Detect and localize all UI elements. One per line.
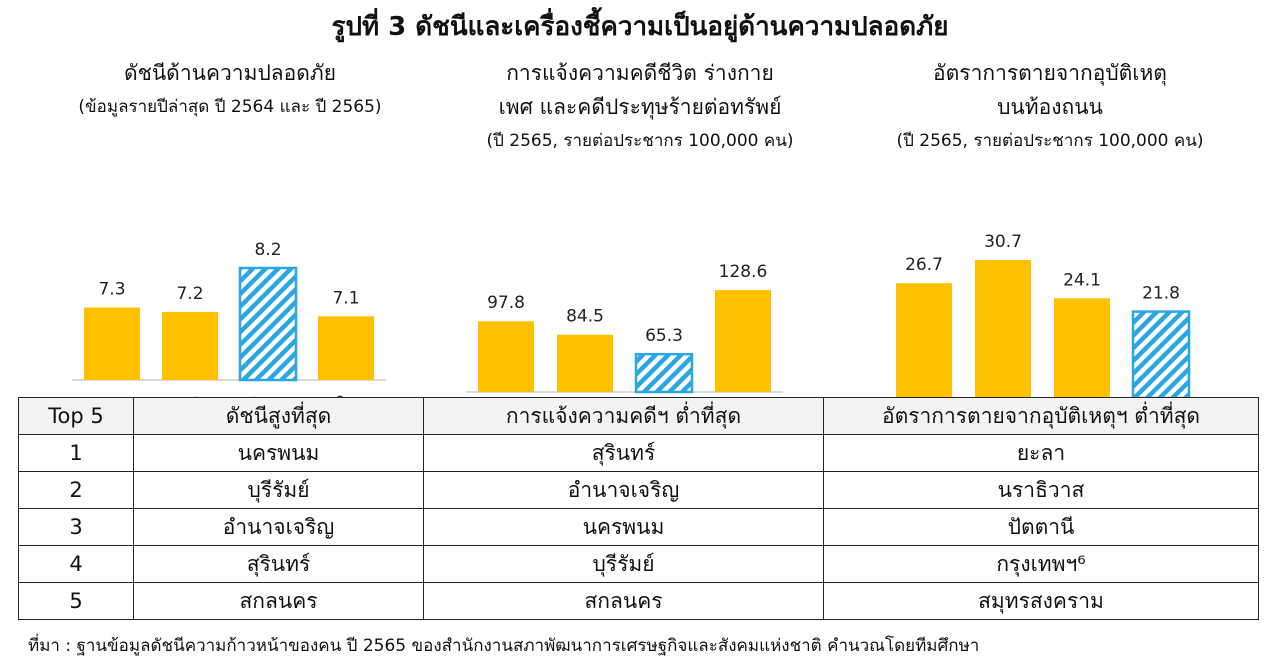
data-label: 7.2	[176, 284, 203, 304]
bar-2	[238, 266, 298, 382]
table-cell: สมุทรสงคราม	[823, 582, 1259, 620]
table-cell: 2	[18, 471, 134, 509]
page-title: รูปที่ 3 ดัชนีและเครื่องชี้ความเป็นอยู่ด…	[331, 12, 949, 42]
data-label: 7.1	[332, 288, 359, 308]
chart-title: ดัชนีด้านความปลอดภัย	[123, 61, 337, 85]
table-cell: สุรินทร์	[423, 434, 824, 472]
chart-title-line2: เพศ และคดีประทุษร้ายต่อทรัพย์	[498, 95, 782, 119]
bar-0	[478, 321, 534, 392]
chart-panel-safety-index: ดัชนีด้านความปลอดภัย (ข้อมูลรายปีล่าสุด …	[30, 56, 430, 417]
table-cell: กรุงเทพฯ⁶	[823, 545, 1259, 583]
table-cell: อำนาจเจริญ	[423, 471, 824, 509]
chart-subtitle: (ปี 2565, รายต่อประชากร 100,000 คน)	[486, 131, 794, 151]
chart-title-line2: บนท้องถนน	[997, 95, 1103, 119]
chart-subtitle: (ปี 2565, รายต่อประชากร 100,000 คน)	[896, 131, 1204, 151]
chart-title: การแจ้งความคดีชีวิต ร่างกาย	[506, 61, 774, 85]
table-cell: ปัตตานี	[823, 508, 1259, 546]
table-cell: 3	[18, 508, 134, 546]
data-label: 21.8	[1142, 284, 1180, 304]
table-header-cell: การแจ้งความคดีฯ ต่ำที่สุด	[423, 397, 824, 435]
bar-1	[162, 311, 218, 380]
bar-3	[715, 290, 771, 392]
table-row: 4 สุรินทร์ บุรีรัมย์ กรุงเทพฯ⁶	[18, 545, 1259, 583]
table-header-cell: ดัชนีสูงที่สุด	[133, 397, 424, 435]
data-label: 26.7	[905, 255, 943, 275]
bar-3	[1131, 310, 1191, 400]
source-note: ที่มา : ฐานข้อมูลดัชนีความก้าวหน้าของคน …	[28, 636, 980, 656]
bar-2	[634, 352, 694, 394]
data-label: 7.3	[98, 280, 125, 300]
table-cell: บุรีรัมย์	[133, 471, 424, 509]
chart-subtitle: (ข้อมูลรายปีล่าสุด ปี 2564 และ ปี 2565)	[78, 97, 382, 117]
table-row: 5 สกลนคร สกลนคร สมุทรสงคราม	[18, 582, 1259, 620]
table-row: 1 นครพนม สุรินทร์ ยะลา	[18, 434, 1259, 472]
table-row: 2 บุรีรัมย์ อำนาจเจริญ นราธิวาส	[18, 471, 1259, 509]
bar-0	[896, 283, 952, 398]
table-cell: 5	[18, 582, 134, 620]
table-header-cell: Top 5	[18, 397, 134, 435]
data-label: 24.1	[1063, 270, 1101, 290]
data-label: 30.7	[984, 232, 1022, 252]
data-label: 128.6	[719, 262, 768, 282]
bar-2	[1054, 298, 1110, 398]
table-cell: สุรินทร์	[133, 545, 424, 583]
table-cell: นครพนม	[133, 434, 424, 472]
table-cell: อำนาจเจริญ	[133, 508, 424, 546]
table-cell: 1	[18, 434, 134, 472]
bar-1	[557, 334, 613, 392]
chart-title: อัตราการตายจากอุบัติเหตุ	[933, 61, 1167, 85]
table-cell: 4	[18, 545, 134, 583]
data-label: 97.8	[487, 293, 525, 313]
bar-0	[84, 307, 140, 380]
bar-1	[975, 260, 1031, 398]
top5-table: Top 5 ดัชนีสูงที่สุด การแจ้งความคดีฯ ต่ำ…	[18, 397, 1259, 620]
data-label: 8.2	[254, 240, 281, 260]
table-cell: ยะลา	[823, 434, 1259, 472]
table-cell: สกลนคร	[133, 582, 424, 620]
bar-3	[318, 316, 374, 380]
data-label: 65.3	[645, 326, 683, 346]
table-cell: บุรีรัมย์	[423, 545, 824, 583]
data-label: 84.5	[566, 307, 604, 327]
table-row: 3 อำนาจเจริญ นครพนม ปัตตานี	[18, 508, 1259, 546]
chart-panel-road-deaths: อัตราการตายจากอุบัติเหตุ บนท้องถนน (ปี 2…	[850, 56, 1250, 435]
table-header-row: Top 5 ดัชนีสูงที่สุด การแจ้งความคดีฯ ต่ำ…	[18, 397, 1259, 435]
table-cell: สกลนคร	[423, 582, 824, 620]
table-cell: นราธิวาส	[823, 471, 1259, 509]
table-cell: นครพนม	[423, 508, 824, 546]
chart-panel-crime-reports: การแจ้งความคดีชีวิต ร่างกาย เพศ และคดีปร…	[430, 56, 850, 429]
table-header-cell: อัตราการตายจากอุบัติเหตุฯ ต่ำที่สุด	[823, 397, 1259, 435]
